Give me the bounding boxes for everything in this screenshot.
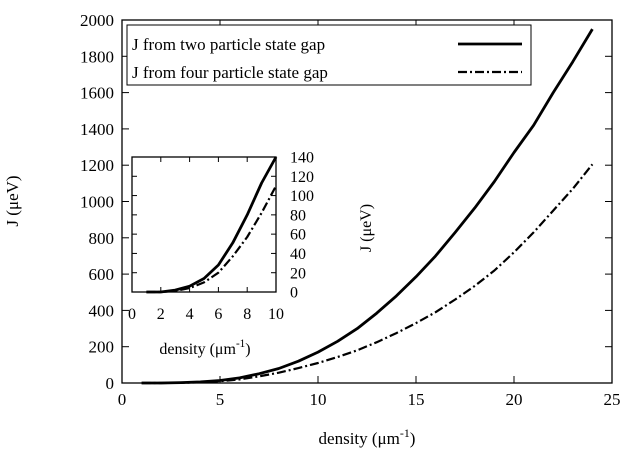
inset-y-tick-label: 80	[290, 207, 306, 224]
inset-series-2-line	[146, 185, 277, 294]
inset-x-tick-label: 0	[128, 306, 136, 323]
main-y-axis-label: J (μeV)	[3, 175, 22, 226]
inset-x-tick-label: 10	[268, 306, 284, 323]
main-y-tick-label: 1000	[80, 192, 114, 211]
inset-y-tick-label: 100	[290, 188, 314, 205]
inset-x-tick-label: 6	[214, 306, 222, 323]
inset-x-tick-label: 8	[243, 306, 251, 323]
inset-y-tick-label: 120	[290, 169, 314, 186]
main-y-tick-label: 1200	[80, 156, 114, 175]
inset-y-tick-label: 40	[290, 246, 306, 263]
inset-x-tick-label: 4	[186, 306, 194, 323]
inset-y-tick-label: 0	[290, 285, 298, 302]
main-y-tick-label: 1400	[80, 120, 114, 139]
inset-y-tick-label: 60	[290, 227, 306, 244]
inset-x-tick-label: 2	[157, 306, 165, 323]
main-y-tick-label: 200	[89, 338, 115, 357]
inset-plot-frame	[131, 156, 277, 293]
main-chart: 0 5 10 15 20 25020040060080010001200140016001…	[3, 11, 621, 448]
main-x-tick-label: 20	[506, 390, 523, 409]
inset-x-axis-label: density (μm-1)	[159, 338, 250, 358]
main-x-tick-label: 5	[216, 390, 225, 409]
inset-y-tick-label: 20	[290, 265, 306, 282]
main-x-tick-label: 10	[310, 390, 327, 409]
legend-box	[126, 24, 532, 86]
legend: J from two particle state gap J from four…	[126, 24, 532, 86]
main-y-tick-label: 800	[89, 229, 115, 248]
main-y-tick-label: 600	[89, 265, 115, 284]
inset-y-tick-label: 140	[290, 150, 314, 167]
main-x-tick-label: 25	[604, 390, 621, 409]
inset-y-axis-label: J (μeV)	[358, 204, 375, 252]
main-y-tick-label: 1800	[80, 47, 114, 66]
main-x-tick-label: 0	[118, 390, 127, 409]
main-x-tick-label: 15	[408, 390, 425, 409]
main-y-tick-label: 1600	[80, 84, 114, 103]
main-y-tick-label: 400	[89, 301, 115, 320]
legend-label-2: J from four particle state gap	[132, 63, 328, 82]
main-y-tick-label: 0	[106, 374, 115, 393]
legend-label-1: J from two particle state gap	[132, 35, 325, 54]
main-x-axis-label: density (μm-1)	[319, 426, 416, 448]
main-y-tick-label: 2000	[80, 11, 114, 30]
main-series-2-line	[141, 163, 594, 385]
